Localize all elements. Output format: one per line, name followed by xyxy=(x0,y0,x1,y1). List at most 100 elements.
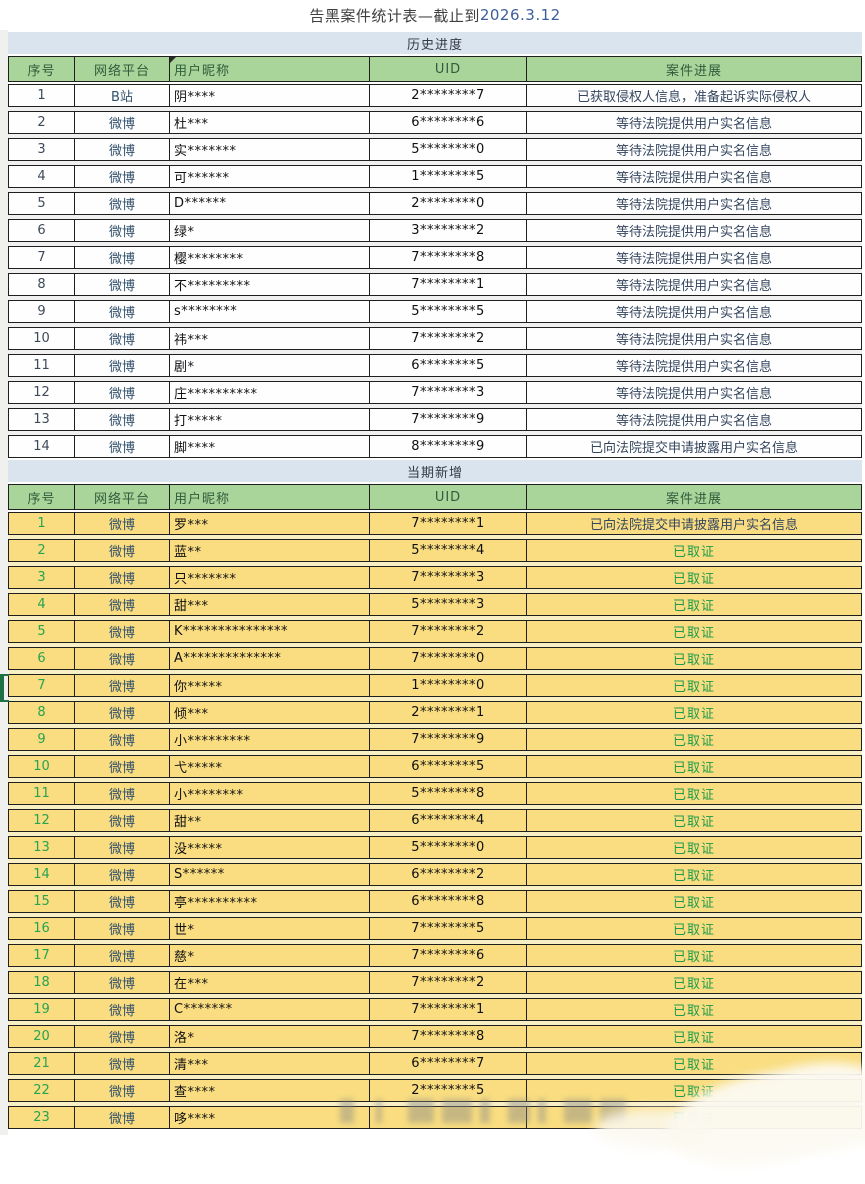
table-row[interactable]: 23 微博 哆**** 已取证 xyxy=(8,1106,862,1129)
cell-uid[interactable]: 6********4 xyxy=(370,810,527,831)
table-row[interactable]: 6 微博 A************** 7********0 已取证 xyxy=(8,647,862,670)
cell-status[interactable]: 已取证 xyxy=(527,972,861,993)
cell-status[interactable]: 等待法院提供用户实名信息 xyxy=(527,382,861,403)
table-row[interactable]: 4 微博 可****** 1********5 等待法院提供用户实名信息 xyxy=(8,165,862,188)
cell-no[interactable]: 6 xyxy=(9,220,75,241)
cell-no[interactable]: 3 xyxy=(9,139,75,160)
cell-nick[interactable]: 樱******** xyxy=(170,247,370,268)
cell-platform[interactable]: 微博 xyxy=(75,112,170,133)
cell-status[interactable]: 已取证 xyxy=(527,621,861,642)
table-row[interactable]: 7 微博 你***** 1********0 已取证 xyxy=(8,674,862,697)
cell-no[interactable]: 8 xyxy=(9,274,75,295)
cell-no[interactable]: 2 xyxy=(9,540,75,561)
cell-platform[interactable]: 微博 xyxy=(75,675,170,696)
cell-uid[interactable]: 5********0 xyxy=(370,139,527,160)
section-bar-new[interactable]: 当期新增 xyxy=(8,460,862,482)
cell-platform[interactable]: 微博 xyxy=(75,1026,170,1047)
cell-no[interactable]: 13 xyxy=(9,409,75,430)
cell-uid[interactable]: 7********1 xyxy=(370,274,527,295)
cell-no[interactable]: 4 xyxy=(9,166,75,187)
cell-platform[interactable]: 微博 xyxy=(75,567,170,588)
cell-uid[interactable]: 5********0 xyxy=(370,837,527,858)
cell-nick[interactable]: C******* xyxy=(170,999,370,1020)
cell-no[interactable]: 22 xyxy=(9,1080,75,1101)
cell-nick[interactable]: D****** xyxy=(170,193,370,214)
cell-status[interactable]: 等待法院提供用户实名信息 xyxy=(527,220,861,241)
cell-platform[interactable]: 微博 xyxy=(75,382,170,403)
cell-uid[interactable]: 7********9 xyxy=(370,409,527,430)
table-row[interactable]: 5 微博 D****** 2********0 等待法院提供用户实名信息 xyxy=(8,192,862,215)
table-row[interactable]: 22 微博 查**** 2********5 已取证 xyxy=(8,1079,862,1102)
header-cell-no[interactable]: 序号 xyxy=(9,57,75,81)
cell-uid[interactable]: 6********6 xyxy=(370,112,527,133)
cell-nick[interactable]: 庄********** xyxy=(170,382,370,403)
cell-nick[interactable]: 阴**** xyxy=(170,85,370,106)
cell-uid[interactable]: 2********1 xyxy=(370,702,527,723)
cell-uid[interactable]: 2********7 xyxy=(370,85,527,106)
cell-status[interactable]: 已取证 xyxy=(527,756,861,777)
cell-no[interactable]: 7 xyxy=(9,675,75,696)
cell-nick[interactable]: 罗*** xyxy=(170,513,370,534)
table-row[interactable]: 15 微博 亭********** 6********8 已取证 xyxy=(8,890,862,913)
table-row[interactable]: 10 微博 祎*** 7********2 等待法院提供用户实名信息 xyxy=(8,327,862,350)
cell-no[interactable]: 1 xyxy=(9,85,75,106)
cell-nick[interactable]: 没***** xyxy=(170,837,370,858)
cell-platform[interactable]: 微博 xyxy=(75,540,170,561)
header-cell-platform[interactable]: 网络平台 xyxy=(75,485,170,509)
cell-no[interactable]: 5 xyxy=(9,193,75,214)
cell-status[interactable]: 等待法院提供用户实名信息 xyxy=(527,166,861,187)
cell-no[interactable]: 21 xyxy=(9,1053,75,1074)
cell-status[interactable]: 等待法院提供用户实名信息 xyxy=(527,328,861,349)
cell-platform[interactable]: 微博 xyxy=(75,729,170,750)
cell-uid[interactable]: 7********3 xyxy=(370,567,527,588)
cell-uid[interactable]: 5********3 xyxy=(370,594,527,615)
cell-status[interactable]: 已取证 xyxy=(527,918,861,939)
cell-no[interactable]: 10 xyxy=(9,328,75,349)
cell-platform[interactable]: 微博 xyxy=(75,864,170,885)
cell-status[interactable]: 已取证 xyxy=(527,729,861,750)
table-row[interactable]: 5 微博 K*************** 7********2 已取证 xyxy=(8,620,862,643)
cell-platform[interactable]: 微博 xyxy=(75,328,170,349)
cell-status[interactable]: 等待法院提供用户实名信息 xyxy=(527,409,861,430)
cell-uid[interactable]: 7********6 xyxy=(370,945,527,966)
cell-platform[interactable]: 微博 xyxy=(75,193,170,214)
cell-no[interactable]: 3 xyxy=(9,567,75,588)
table-row[interactable]: 11 微博 小******** 5********8 已取证 xyxy=(8,782,862,805)
cell-no[interactable]: 10 xyxy=(9,756,75,777)
cell-no[interactable]: 8 xyxy=(9,702,75,723)
cell-no[interactable]: 17 xyxy=(9,945,75,966)
cell-nick[interactable]: 在*** xyxy=(170,972,370,993)
cell-uid[interactable]: 7********8 xyxy=(370,247,527,268)
cell-status[interactable]: 已取证 xyxy=(527,999,861,1020)
cell-nick[interactable]: K*************** xyxy=(170,621,370,642)
table-row[interactable]: 14 微博 S****** 6********2 已取证 xyxy=(8,863,862,886)
cell-uid[interactable]: 6********8 xyxy=(370,891,527,912)
cell-platform[interactable]: 微博 xyxy=(75,220,170,241)
header-cell-status[interactable]: 案件进展 xyxy=(665,63,722,79)
cell-no[interactable]: 6 xyxy=(9,648,75,669)
cell-uid[interactable]: 7********2 xyxy=(370,621,527,642)
cell-nick[interactable]: 杜*** xyxy=(170,112,370,133)
cell-no[interactable]: 14 xyxy=(9,864,75,885)
cell-uid[interactable]: 7********2 xyxy=(370,972,527,993)
table-row[interactable]: 3 微博 实******* 5********0 等待法院提供用户实名信息 xyxy=(8,138,862,161)
cell-nick[interactable]: 脚**** xyxy=(170,436,370,457)
cell-status[interactable]: 等待法院提供用户实名信息 xyxy=(527,355,861,376)
cell-nick[interactable]: 只******* xyxy=(170,567,370,588)
cell-status[interactable]: 已取证 xyxy=(527,1080,861,1101)
cell-no[interactable]: 4 xyxy=(9,594,75,615)
cell-nick[interactable]: 打***** xyxy=(170,409,370,430)
header-cell-no[interactable]: 序号 xyxy=(9,485,75,509)
cell-platform[interactable]: 微博 xyxy=(75,621,170,642)
cell-no[interactable]: 18 xyxy=(9,972,75,993)
cell-status[interactable]: 等待法院提供用户实名信息 xyxy=(527,274,861,295)
cell-no[interactable]: 13 xyxy=(9,837,75,858)
table-row[interactable]: 16 微博 世* 7********5 已取证 xyxy=(8,917,862,940)
cell-platform[interactable]: 微博 xyxy=(75,1107,170,1128)
cell-platform[interactable]: 微博 xyxy=(75,891,170,912)
cell-uid[interactable]: 7********2 xyxy=(370,328,527,349)
cell-no[interactable]: 2 xyxy=(9,112,75,133)
cell-nick[interactable]: 哆**** xyxy=(170,1107,370,1128)
header-cell-status[interactable]: 案件进展 xyxy=(665,491,722,507)
header-cell-uid[interactable]: UID xyxy=(370,485,527,509)
